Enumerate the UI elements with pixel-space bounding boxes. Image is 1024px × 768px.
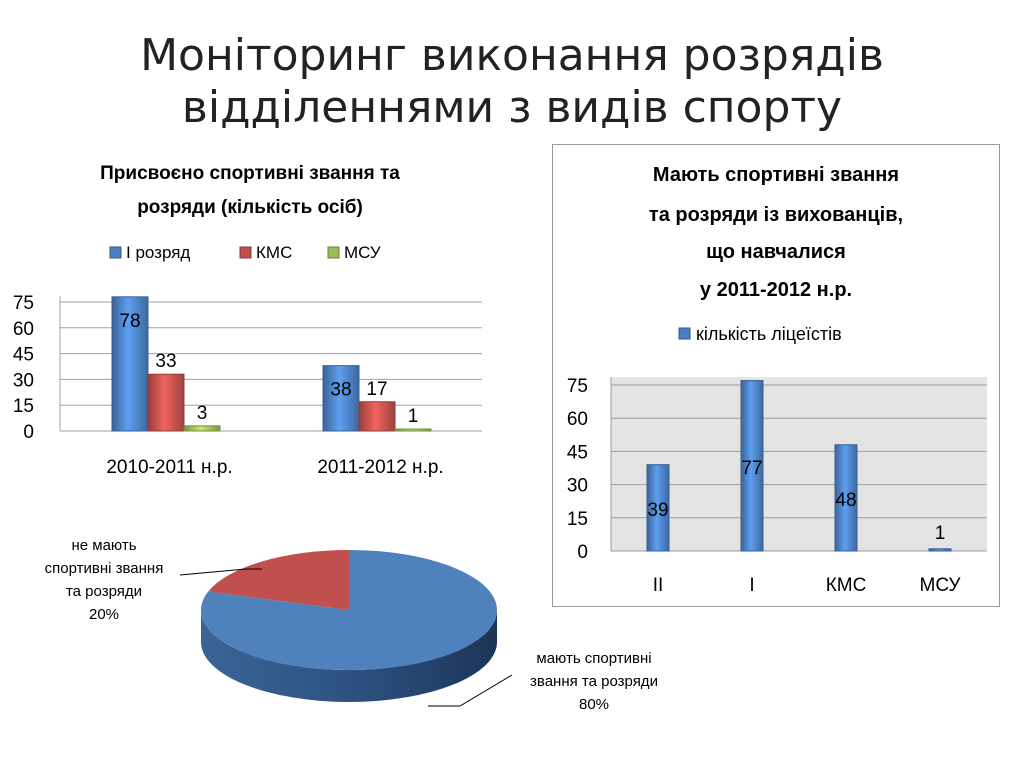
chart1-y-tick-label: 60 bbox=[13, 319, 34, 340]
chart1-title-line-2: розряди (кількість осіб) bbox=[137, 197, 363, 218]
chart1-legend-label-2: МСУ bbox=[344, 243, 381, 262]
slide-title: Моніторинг виконання розрядів відділення… bbox=[0, 30, 1024, 134]
chart1-data-label: 38 bbox=[330, 380, 351, 401]
chart2-data-label: 1 bbox=[935, 523, 946, 544]
chart2-legend-label: кількість ліцеїстів bbox=[696, 324, 842, 344]
chart1-bar bbox=[183, 425, 221, 432]
student-ranks-chart-panel: Мають спортивні звання та розряди із вих… bbox=[552, 144, 1000, 607]
chart1-legend-swatch-0 bbox=[109, 246, 122, 259]
pie-labels: мають спортивні звання та розряди 80% не ма… bbox=[45, 537, 658, 713]
chart2-legend: кількість ліцеїстів bbox=[678, 324, 842, 344]
chart1-y-tick-label: 0 bbox=[23, 422, 34, 443]
pie-label-line: звання та розряди bbox=[530, 673, 658, 690]
chart1-bar bbox=[111, 296, 149, 432]
chart1-legend-swatch-2 bbox=[327, 246, 340, 259]
chart2-y-tick-label: 15 bbox=[567, 509, 588, 530]
chart2-y-tick-label: 60 bbox=[567, 409, 588, 430]
pie-slice bbox=[208, 550, 349, 610]
chart1-data-label: 78 bbox=[119, 311, 140, 332]
pie-label-line: спортивні звання bbox=[45, 560, 164, 577]
chart2-legend-swatch bbox=[678, 327, 691, 340]
chart2-bar bbox=[740, 380, 764, 552]
chart2-data-labels: 39 77 48 1 bbox=[647, 458, 945, 544]
chart2-data-label: 39 bbox=[647, 500, 668, 521]
chart2-x-tick-label: МСУ bbox=[920, 575, 962, 596]
chart2-title-line-1: Мають спортивні звання bbox=[653, 164, 899, 186]
chart2-bar bbox=[928, 548, 952, 552]
chart2-data-label: 48 bbox=[835, 490, 856, 511]
chart2-x-tick-label: КМС bbox=[826, 575, 867, 596]
student-ranks-chart: Мають спортивні звання та розряди із вих… bbox=[567, 164, 987, 596]
chart1-y-tick-label: 75 bbox=[13, 293, 34, 314]
pie-leader-line bbox=[428, 674, 513, 707]
pie-body bbox=[200, 550, 498, 702]
chart2-title-line-2: та розряди із вихованців, bbox=[649, 204, 903, 226]
chart2-plot-background bbox=[611, 377, 987, 551]
assigned-ranks-chart: Присвоєно спортивні звання та розряди (к… bbox=[13, 163, 482, 478]
chart1-y-tick-label: 30 bbox=[13, 370, 34, 391]
chart2-y-tick-label: 75 bbox=[567, 376, 588, 397]
pie-label-line: та розряди bbox=[66, 583, 142, 600]
chart2-bars bbox=[646, 380, 952, 552]
chart2-x-tick-label: ІІ bbox=[653, 575, 664, 596]
chart1-x-tick-label: 2010-2011 н.р. bbox=[106, 457, 232, 478]
chart1-axis: 0 15 30 45 60 75 2010-2011 н.р. 2011-2012 н.р. bbox=[13, 293, 444, 478]
chart2-y-tick-label: 45 bbox=[567, 442, 588, 463]
chart2-y-tick-label: 0 bbox=[577, 542, 588, 563]
chart1-bar bbox=[394, 428, 432, 432]
chart2-data-label: 77 bbox=[741, 458, 762, 479]
chart1-data-label: 33 bbox=[155, 351, 176, 372]
chart1-title-line-1: Присвоєно спортивні звання та bbox=[100, 163, 400, 184]
chart2-bar bbox=[834, 444, 858, 552]
chart1-legend-swatch-1 bbox=[239, 246, 252, 259]
slide-title-line-2: відділеннями з видів спорту bbox=[181, 82, 843, 133]
chart2-x-tick-label: І bbox=[749, 575, 754, 596]
pie-label-line: 80% bbox=[579, 696, 609, 713]
chart2-title-line-3: що навчалися bbox=[706, 241, 846, 263]
pie-label-line: не мають bbox=[71, 537, 136, 554]
ranks-share-pie-chart: мають спортивні звання та розряди 80% не ма… bbox=[45, 537, 658, 713]
chart1-legend-label-1: КМС bbox=[256, 243, 292, 262]
pie-label-line: 20% bbox=[89, 606, 119, 623]
chart1-bar bbox=[147, 373, 185, 432]
chart1-y-tick-label: 45 bbox=[13, 345, 34, 366]
pie-side-wall bbox=[201, 610, 497, 702]
pie-label-line: мають спортивні bbox=[536, 650, 651, 667]
chart1-bar bbox=[358, 401, 396, 432]
chart1-data-label: 3 bbox=[197, 403, 208, 424]
chart2-y-tick-label: 30 bbox=[567, 476, 588, 497]
chart2-plot-area bbox=[611, 377, 987, 552]
chart1-data-label: 1 bbox=[408, 406, 419, 427]
chart1-y-tick-label: 15 bbox=[13, 396, 34, 417]
chart2-bar bbox=[646, 464, 670, 552]
pie-leader-line bbox=[179, 568, 262, 576]
chart1-data-label: 17 bbox=[366, 379, 387, 400]
chart1-legend-label-0: І розряд bbox=[126, 243, 190, 262]
slide-title-line-1: Моніторинг виконання розрядів bbox=[140, 30, 884, 81]
chart1-bars bbox=[111, 296, 432, 432]
chart2-title-line-4: у 2011-2012 н.р. bbox=[700, 279, 852, 301]
chart1-legend: І розряд КМС МСУ bbox=[109, 243, 381, 262]
chart1-x-tick-label: 2011-2012 н.р. bbox=[317, 457, 443, 478]
chart1-bar bbox=[322, 365, 360, 432]
